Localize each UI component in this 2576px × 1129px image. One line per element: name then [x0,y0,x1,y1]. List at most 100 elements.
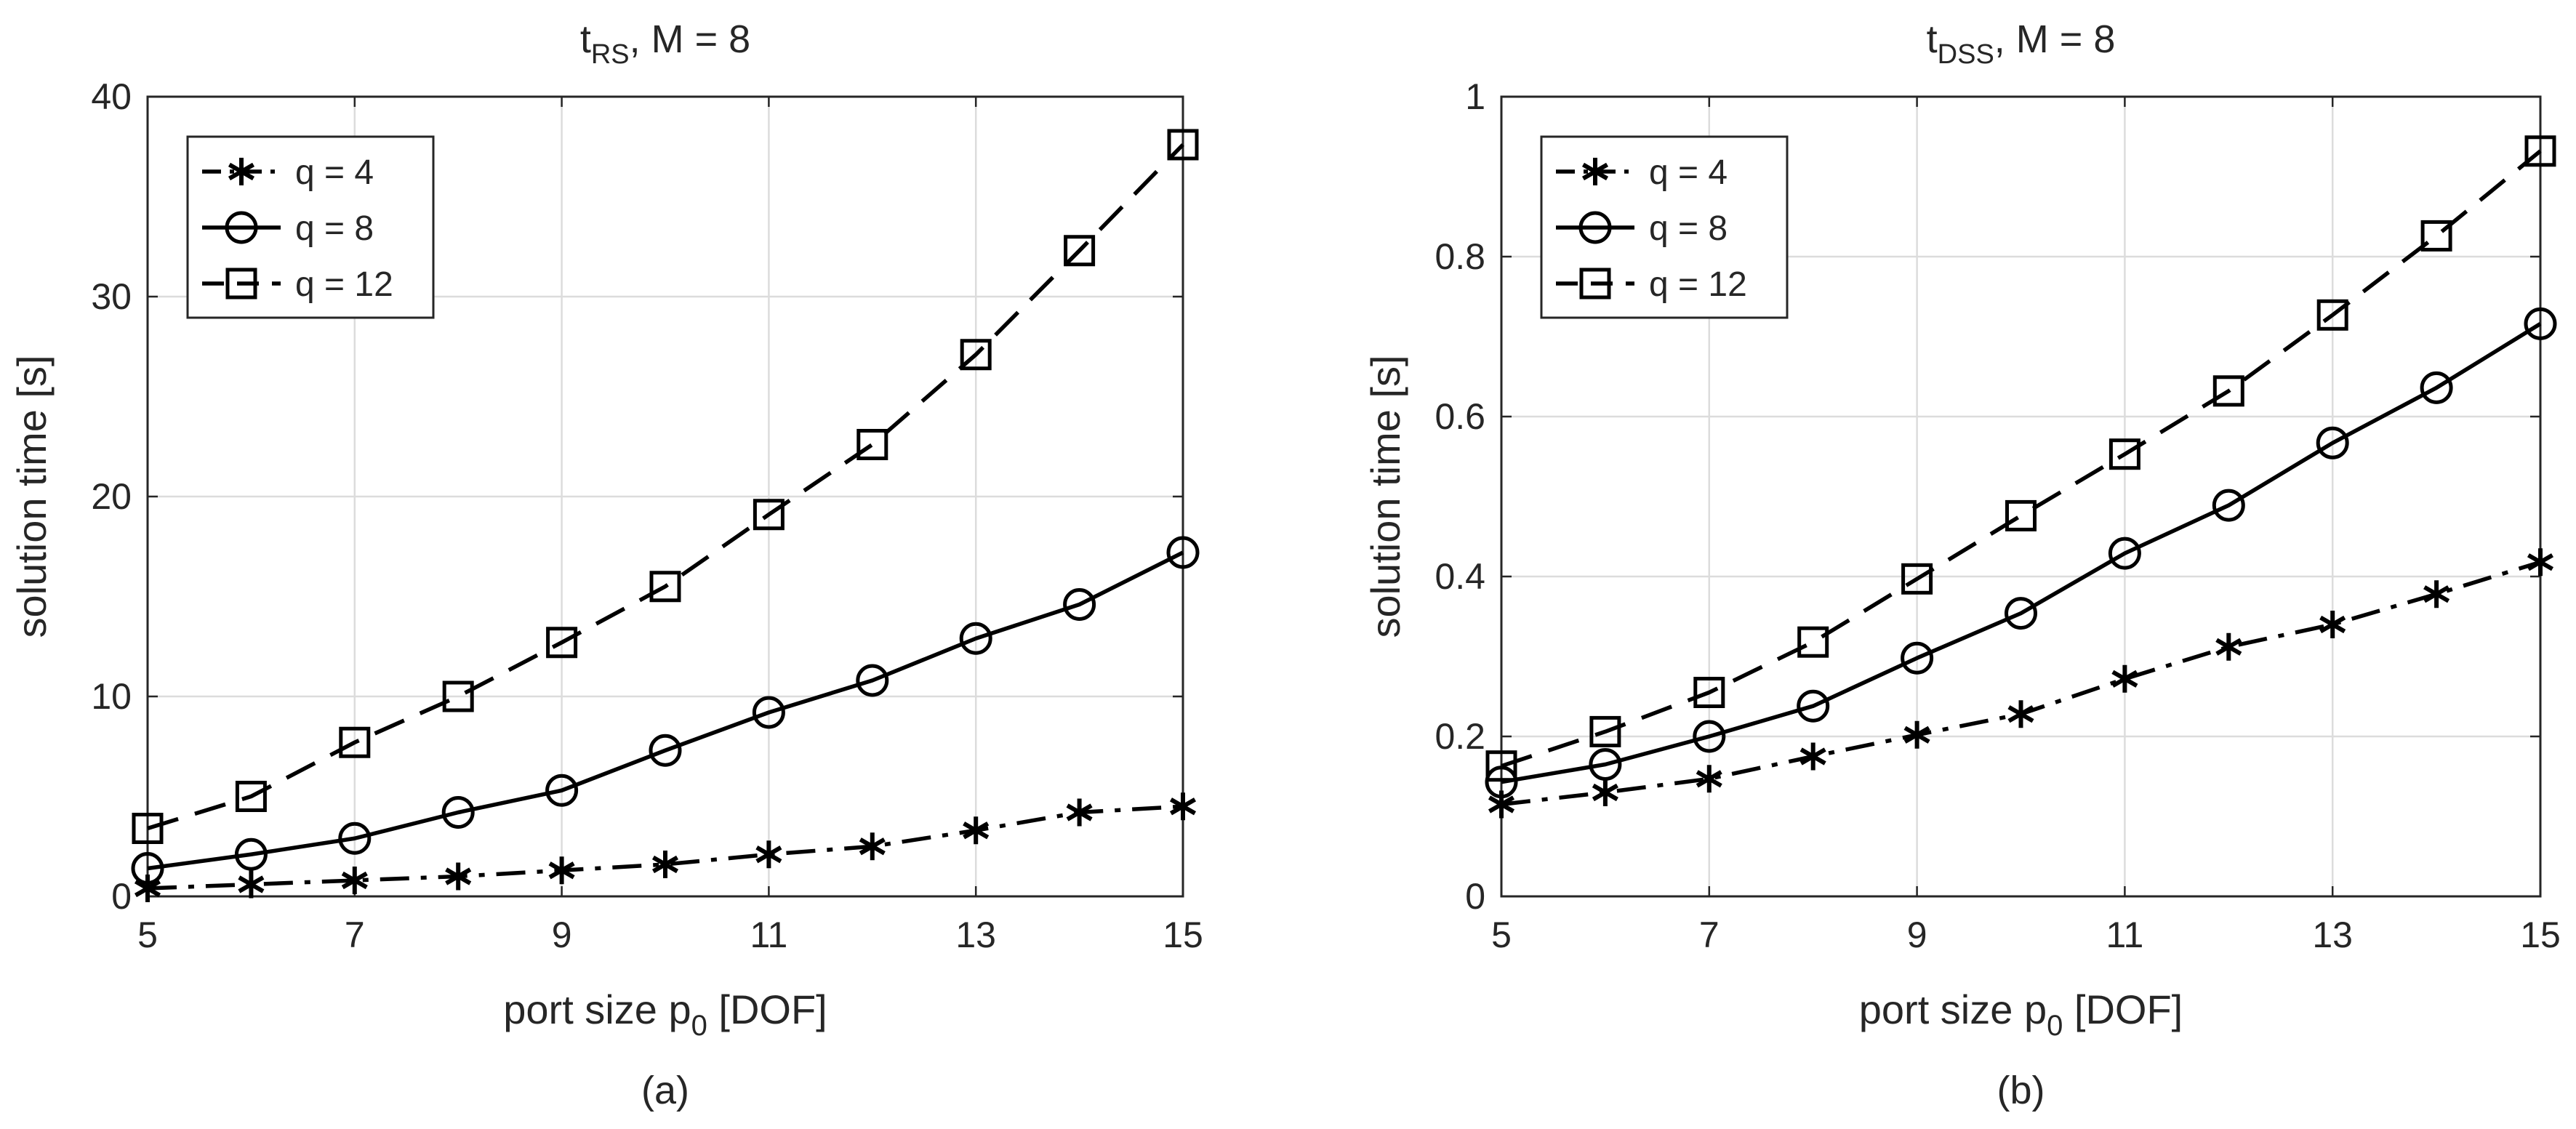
y-tick-label: 10 [91,676,132,717]
data-point [1797,689,1830,723]
x-tick-label: 11 [2106,915,2143,955]
data-point [1485,750,1517,782]
data-point [2420,220,2452,252]
legend: q = 4 q = 8 q = 12 [1540,135,1789,319]
data-point [2524,135,2556,167]
legend-label: q = 8 [295,209,374,248]
title-rest: , M = 8 [1994,17,2116,61]
data-point [545,774,579,807]
xlabel-main: port size p [1859,987,2047,1032]
series-line [147,550,1184,871]
data-point [131,852,164,885]
figure-caption: (a) [641,1069,689,1112]
data-point [1166,536,1200,569]
series-0 [1488,548,2554,819]
data-point [2420,371,2453,404]
data-point [546,627,578,659]
x-tick-label: 15 [2520,915,2561,955]
y-tick-label: 0 [111,876,132,917]
data-point [1797,626,1829,658]
data-point [1589,748,1622,781]
data-point [1696,765,1722,793]
legend-label: q = 12 [1649,265,1747,304]
data-point [2108,537,2141,570]
x-tick-label: 5 [137,915,158,955]
data-point [1693,720,1726,753]
data-point [1167,129,1199,161]
data-point [649,571,681,603]
y-tick-label: 0.6 [1435,396,1485,437]
x-tick-label: 13 [955,915,996,955]
data-point [2212,375,2244,407]
series-1 [1485,307,2557,799]
figure-caption: (b) [1997,1069,2045,1112]
data-point [2005,499,2037,531]
data-point [2527,548,2554,576]
y-tick-label: 1 [1465,76,1485,117]
data-point [2005,597,2037,630]
data-point [1903,720,1930,749]
x-tick-label: 7 [345,915,365,955]
y-axis-label: solution time [s] [1363,355,1408,638]
x-tick-label: 7 [1699,915,1720,955]
x-tick-label: 9 [1907,915,1927,955]
series-0 [134,792,1197,902]
data-point [441,796,475,829]
legend-marker [228,158,255,185]
data-point [856,664,889,697]
title-subscript: RS [591,39,630,70]
axes-box [146,95,1184,898]
data-point [1063,588,1096,621]
data-point [2215,632,2242,661]
data-point [960,339,992,371]
legend-marker [1581,158,1609,185]
series-1 [131,536,1200,885]
x-tick-label: 11 [750,915,787,955]
data-point [1589,715,1621,747]
title-subscript: DSS [1938,39,1994,70]
data-point [339,726,371,758]
xlabel-subscript: 0 [691,1010,707,1042]
data-point [753,499,785,531]
chart-title: tRS, M = 8 [580,17,750,70]
data-point [1592,779,1618,806]
data-point [134,875,161,902]
data-point [1799,742,1826,771]
y-tick-label: 0 [1465,876,1485,917]
series-line [1501,322,2542,784]
data-point [2423,580,2450,608]
data-point [1169,792,1197,821]
x-axis-label: port size p0 [DOF] [1859,987,2183,1042]
x-axis-label: port size p0 [DOF] [503,987,827,1042]
legend-marker [1578,211,1612,244]
data-point [1064,235,1096,267]
data-point [859,832,886,861]
chart-panel-1: 5 7 9 11 13 15 0 0.2 0.4 0.6 0.8 1 q = 4 q = 8 q = 12 t… [1363,17,2561,1112]
legend-label: q = 8 [1649,209,1728,248]
chart-title: tDSS, M = 8 [1927,17,2116,70]
series-line [1501,149,2542,768]
series-line [147,143,1184,831]
data-point [445,862,472,891]
series-2 [132,129,1199,844]
data-point [548,856,575,885]
data-point [2111,664,2138,693]
data-point [2316,299,2348,331]
y-tick-label: 0.8 [1435,236,1485,277]
title-rest: , M = 8 [630,17,751,61]
data-point [235,781,267,812]
xlabel-rest: [DOF] [707,987,827,1032]
legend-label: q = 12 [295,265,393,304]
data-point [649,734,682,767]
data-point [234,837,268,871]
data-point [1693,677,1725,708]
y-tick-label: 40 [91,76,132,117]
data-point [651,851,679,878]
data-point [2316,426,2349,459]
legend-label: q = 4 [295,153,374,192]
xlabel-rest: [DOF] [2063,987,2183,1032]
y-tick-label: 20 [91,476,132,517]
title-main: t [580,17,591,61]
data-point [2007,700,2034,728]
